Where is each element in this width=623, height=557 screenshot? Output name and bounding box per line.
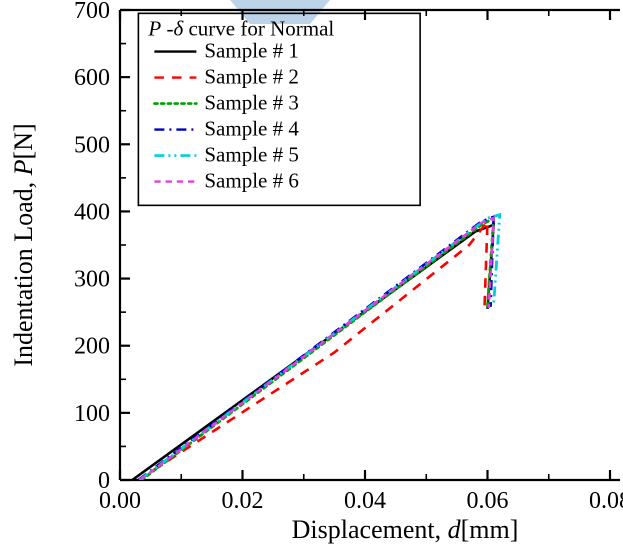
y-tick-label: 300 — [74, 267, 110, 293]
series-group — [132, 215, 500, 480]
legend-entry-label: Sample # 4 — [204, 117, 299, 141]
x-tick-label: 0.04 — [344, 488, 386, 514]
legend-entry-label: Sample # 5 — [204, 143, 299, 167]
legend-entry-label: Sample # 1 — [204, 39, 299, 63]
y-tick-label: 400 — [74, 199, 110, 225]
legend-title: P -δ curve for Normal — [147, 16, 334, 40]
legend-entry-label: Sample # 2 — [204, 65, 299, 89]
chart-container: 0.000.020.040.060.0801002003004005006007… — [0, 0, 623, 557]
y-tick-label: 500 — [74, 132, 110, 158]
x-tick-label: 0.02 — [222, 488, 264, 514]
legend-entry-label: Sample # 6 — [204, 169, 299, 193]
y-tick-label: 700 — [74, 0, 110, 24]
y-tick-label: 600 — [74, 65, 110, 91]
legend-entry-label: Sample # 3 — [204, 91, 299, 115]
y-axis-title: Indentation Load, P[N] — [9, 123, 38, 366]
y-tick-label: 200 — [74, 334, 110, 360]
y-tick-label: 100 — [74, 401, 110, 427]
x-tick-label: 0.08 — [589, 488, 623, 514]
x-tick-label: 0.06 — [467, 488, 509, 514]
y-tick-label: 0 — [98, 468, 110, 494]
x-axis-title: Displacement, d[mm] — [292, 515, 519, 544]
